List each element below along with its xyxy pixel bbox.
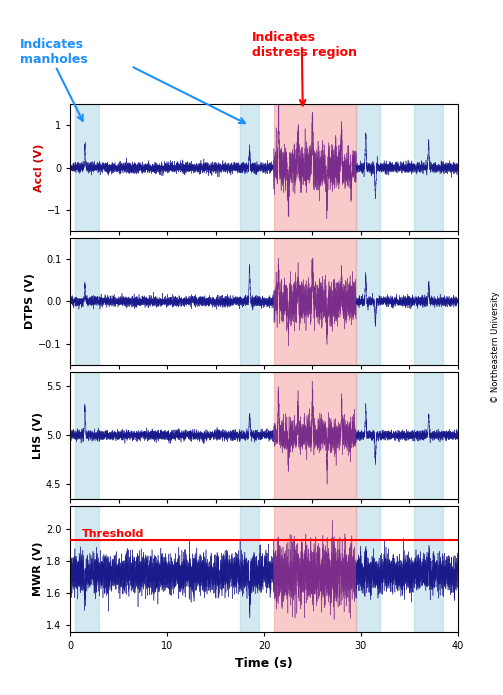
Bar [75,104,100,231]
Bar [240,104,259,231]
Bar [414,104,443,231]
Text: Indicates
distress region: Indicates distress region [252,31,357,59]
Bar [356,506,380,632]
Text: Threshold: Threshold [82,528,144,539]
Text: Indicates
manholes: Indicates manholes [20,38,88,66]
Bar [75,372,100,499]
Bar [240,506,259,632]
Y-axis label: LHS (V): LHS (V) [33,411,43,459]
Bar [274,238,356,365]
X-axis label: Time (s): Time (s) [235,657,293,670]
Bar [274,104,356,231]
Text: © Northeastern University: © Northeastern University [491,292,500,403]
Y-axis label: DTPS (V): DTPS (V) [25,274,35,329]
Y-axis label: Accl (V): Accl (V) [34,143,44,192]
Bar [356,372,380,499]
Bar [274,372,356,499]
Bar [75,238,100,365]
Bar [274,506,356,632]
Bar [356,104,380,231]
Bar [75,506,100,632]
Bar [414,372,443,499]
Y-axis label: MWR (V): MWR (V) [33,542,43,596]
Bar [414,238,443,365]
Bar [356,238,380,365]
Bar [414,506,443,632]
Bar [240,372,259,499]
Bar [240,238,259,365]
